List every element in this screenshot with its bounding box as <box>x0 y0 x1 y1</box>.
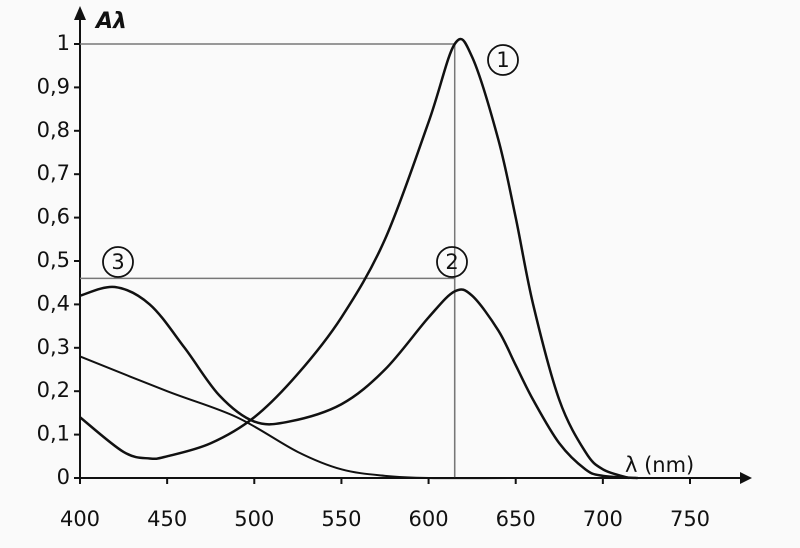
y-tick-label: 0,9 <box>37 74 70 98</box>
y-tick-label: 1 <box>57 31 70 55</box>
y-tick-label: 0,2 <box>37 378 70 402</box>
curve-label: 2 <box>445 250 458 274</box>
x-tick-label: 500 <box>234 507 274 531</box>
y-tick-label: 0,7 <box>37 161 70 185</box>
x-tick-label: 600 <box>409 507 449 531</box>
x-axis-arrow <box>740 472 752 484</box>
y-tick-label: 0,1 <box>37 422 70 446</box>
y-tick-label: 0,3 <box>37 335 70 359</box>
y-tick-label: 0,4 <box>37 291 70 315</box>
curve-label: 3 <box>111 250 124 274</box>
curve-label-circle <box>487 44 519 76</box>
y-tick-label: 0,5 <box>37 248 70 272</box>
x-tick-label: 700 <box>583 507 623 531</box>
curve-label-circle <box>436 246 468 278</box>
curve <box>79 355 647 480</box>
curve <box>79 37 630 480</box>
curve-label: 1 <box>496 48 509 72</box>
curve-label-circle <box>102 246 134 278</box>
y-axis-title: Aλ <box>94 9 127 34</box>
x-tick-label: 400 <box>60 507 100 531</box>
y-axis-arrow <box>74 6 86 20</box>
curve <box>79 285 638 480</box>
x-tick-label: 450 <box>147 507 187 531</box>
x-tick-label: 550 <box>321 507 361 531</box>
x-tick-label: 750 <box>670 507 710 531</box>
x-axis-title: λ (nm) <box>625 453 694 477</box>
y-tick-label: 0,8 <box>37 118 70 142</box>
y-tick-label: 0 <box>57 465 70 489</box>
y-tick-label: 0,6 <box>37 205 70 229</box>
x-tick-label: 650 <box>496 507 536 531</box>
